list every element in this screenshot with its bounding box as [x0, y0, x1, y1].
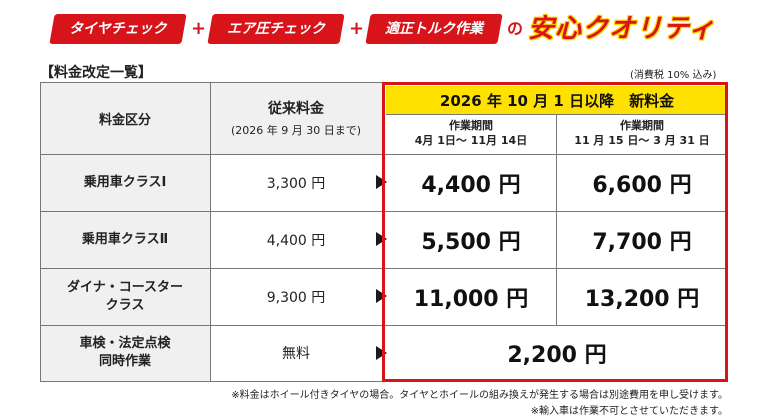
section-title: 【料金改定一覧】 [40, 65, 152, 81]
tire-check-label: タイヤチェック [69, 21, 167, 37]
inspection-label-line1: 車検・法定点検 [79, 336, 171, 351]
new-price-cell: 13,200 円 [556, 268, 728, 325]
air-pressure-check-label: エア圧チェック [227, 21, 325, 37]
dyna-coaster-new-price-period1: 11,000 円 [413, 286, 529, 312]
class2-new-price-period1: 5,500 円 [421, 229, 521, 255]
grid-line [386, 114, 728, 115]
class1-old-price: 3,300 円 [266, 175, 326, 192]
arrow-right-icon [376, 346, 387, 360]
torque-work-label: 適正トルク作業 [385, 21, 483, 37]
inspection-old-price: 無料 [282, 346, 310, 362]
tire-check-tag: タイヤチェック [49, 14, 187, 44]
category-header-cell: 料金区分 [40, 82, 210, 154]
class1-label: 乗用車クラスⅠ [83, 174, 167, 190]
grid-line [40, 381, 382, 382]
old-price-cell: 9,300 円 [210, 268, 382, 325]
period2-header: 作業期間 11 月 15 日～ 3 月 31 日 [556, 118, 728, 148]
row-label-cell: ダイナ・コースター クラス [40, 268, 210, 325]
inspection-label-line2: 同時作業 [98, 354, 151, 369]
row-label-cell: 乗用車クラスⅡ [40, 211, 210, 268]
dyna-coaster-new-price-period2: 13,200 円 [584, 286, 700, 312]
class2-label: 乗用車クラスⅡ [81, 231, 169, 247]
old-price-cell: 無料 [210, 325, 382, 381]
inspection-new-price: 2,200 円 [507, 343, 607, 368]
row-label-cell: 車検・法定点検 同時作業 [40, 325, 210, 381]
arrow-right-icon [376, 289, 387, 303]
tax-note: (消費税 10% 込み) [630, 70, 717, 81]
promo-banner: タイヤチェック + エア圧チェック + 適正トルク作業 の 安心クオリティ [0, 12, 774, 48]
dyna-coaster-label-line2: クラス [105, 297, 145, 313]
grid-line [40, 82, 382, 83]
old-price-subheader: (2026 年 9 月 30 日まで) [230, 124, 362, 137]
plus-sign: + [191, 18, 207, 39]
old-price-header-cell: 従来料金 (2026 年 9 月 30 日まで) [210, 82, 382, 154]
air-pressure-check-tag: エア圧チェック [207, 14, 345, 44]
class2-new-price-period2: 7,700 円 [592, 229, 692, 255]
new-price-highlight-frame [382, 82, 728, 382]
new-price-cell: 7,700 円 [556, 211, 728, 268]
period1-header: 作業期間 4月 1日～ 11月 14日 [386, 118, 556, 148]
period2-title: 作業期間 [620, 119, 664, 132]
new-price-header: 2026 年 10 月 1 日以降 新料金 [386, 86, 728, 114]
grid-line [40, 82, 41, 382]
new-price-cell-combined: 2,200 円 [386, 325, 728, 381]
class1-new-price-period1: 4,400 円 [421, 172, 521, 198]
arrow-right-icon [376, 232, 387, 246]
category-header: 料金区分 [98, 112, 151, 128]
arrow-right-icon [376, 175, 387, 189]
class1-new-price-period2: 6,600 円 [592, 172, 692, 198]
quality-headline: 安心クオリティ [528, 14, 716, 44]
old-price-cell: 3,300 円 [210, 154, 382, 211]
row-label-cell: 乗用車クラスⅠ [40, 154, 210, 211]
period2-range: 11 月 15 日～ 3 月 31 日 [574, 134, 710, 147]
new-price-cell: 4,400 円 [386, 154, 556, 211]
dyna-coaster-old-price: 9,300 円 [266, 289, 326, 306]
connector-text: の [507, 19, 524, 38]
new-price-cell: 5,500 円 [386, 211, 556, 268]
period1-title: 作業期間 [449, 119, 493, 132]
footnote-wheel: ※料金はホイール付きタイヤの場合。タイヤとホイールの組み換えが発生する場合は別途… [231, 390, 728, 401]
footnote-import: ※輸入車は作業不可とさせていただきます。 [530, 406, 728, 417]
new-price-cell: 6,600 円 [556, 154, 728, 211]
dyna-coaster-label-line1: ダイナ・コースター [66, 279, 184, 295]
torque-work-tag: 適正トルク作業 [365, 14, 503, 44]
plus-sign: + [349, 18, 365, 39]
grid-line [556, 114, 557, 325]
grid-line [210, 82, 211, 382]
new-price-cell: 11,000 円 [386, 268, 556, 325]
class2-old-price: 4,400 円 [266, 232, 326, 249]
old-price-header: 従来料金 [268, 101, 324, 117]
period1-range: 4月 1日～ 11月 14日 [414, 134, 528, 147]
old-price-cell: 4,400 円 [210, 211, 382, 268]
